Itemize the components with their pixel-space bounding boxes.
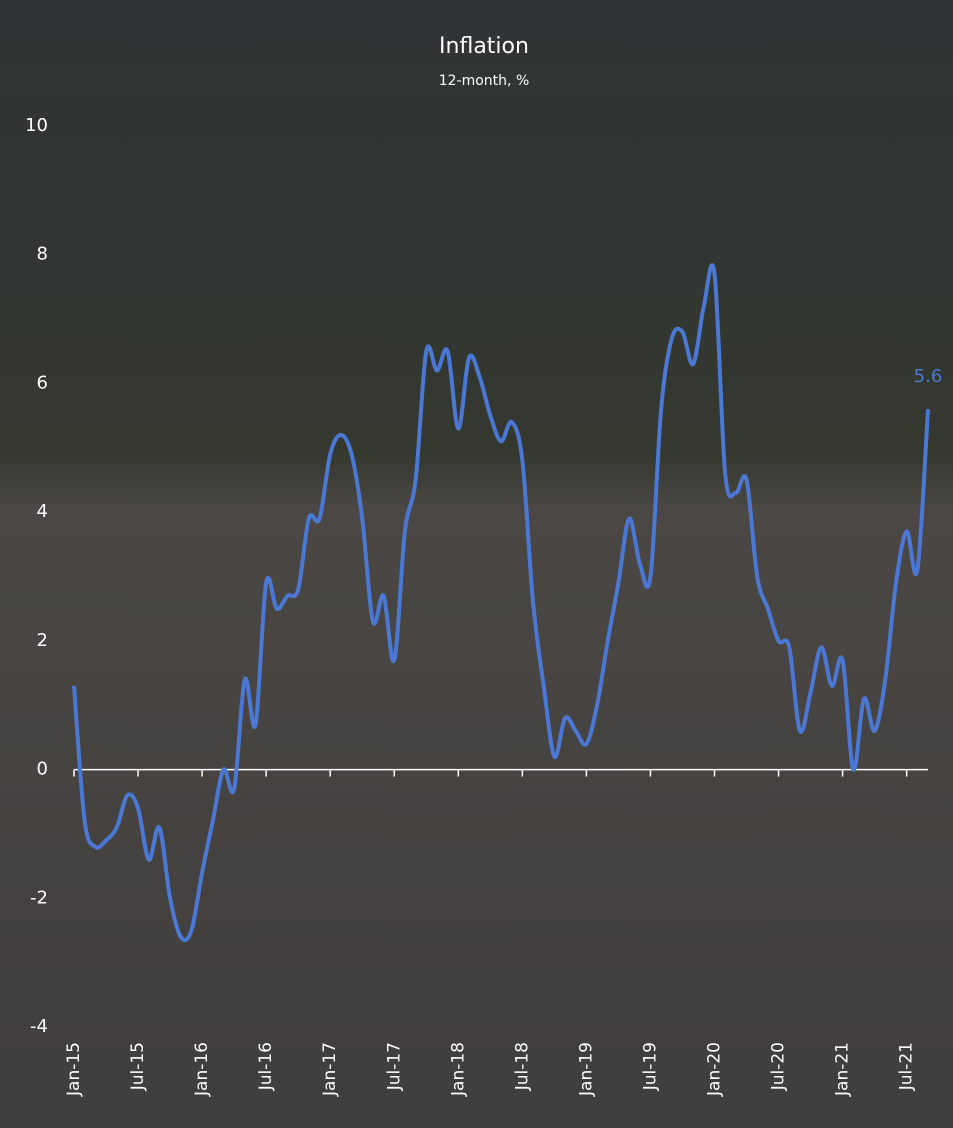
x-tick-label: Jan-21: [833, 1042, 853, 1097]
x-tick-label: Jan-15: [64, 1042, 84, 1097]
x-tick-label: Jan-16: [192, 1042, 212, 1097]
line: [72, 263, 930, 942]
y-tick-label: 4: [37, 501, 48, 522]
x-tick-label: Jul-20: [769, 1042, 789, 1091]
y-tick-label: -4: [30, 1016, 48, 1037]
chart-title: Inflation: [439, 34, 529, 59]
y-tick-label: 10: [25, 115, 48, 136]
x-tick-label: Jan-19: [576, 1042, 596, 1097]
x-tick-label: Jan-17: [320, 1042, 340, 1097]
y-tick-label: 8: [37, 244, 48, 265]
x-tick-label: Jul-18: [512, 1042, 532, 1091]
x-tick-label: Jul-19: [640, 1042, 660, 1091]
y-tick-label: 6: [37, 372, 48, 393]
chart-subtitle: 12-month, %: [439, 73, 530, 89]
y-tick-label: 0: [37, 759, 48, 780]
x-tick-label: Jul-16: [256, 1042, 276, 1091]
x-tick-label: Jul-15: [128, 1042, 148, 1091]
x-tick-label: Jan-20: [705, 1042, 725, 1097]
y-tick-label: 2: [37, 630, 48, 651]
x-tick-label: Jul-21: [897, 1042, 917, 1091]
data-label: 5.6: [914, 366, 943, 387]
x-tick-label: Jan-18: [448, 1042, 468, 1097]
y-tick-label: -2: [30, 887, 48, 908]
x-tick-label: Jul-17: [384, 1042, 404, 1091]
